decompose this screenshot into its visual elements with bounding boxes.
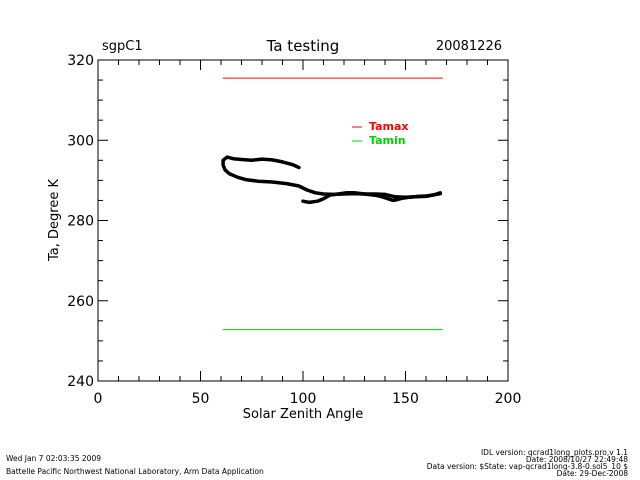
footer-data-date: Date: 29-Dec-2008 xyxy=(557,469,629,478)
footer-code-date: Date: 2008/10/27 22:49:48 xyxy=(526,455,628,464)
x-tick-label: 200 xyxy=(495,391,522,407)
legend-label-tamin: Tamin xyxy=(369,134,406,147)
x-tick-label: 100 xyxy=(290,391,317,407)
y-tick-label: 300 xyxy=(67,133,94,149)
y-tick-label: 320 xyxy=(67,53,94,69)
x-axis-label: Solar Zenith Angle xyxy=(243,407,363,422)
legend: Tamax Tamin xyxy=(352,120,409,147)
site-label: sgpC1 xyxy=(102,39,143,54)
axis-ticks xyxy=(97,59,509,382)
series-layer xyxy=(221,77,443,331)
x-tick-label: 150 xyxy=(392,391,419,407)
series-line-ta xyxy=(221,155,443,203)
footer-data-version: Data version: $State: vap-qcrad1long-3.8… xyxy=(427,462,629,471)
chart-title: Ta testing xyxy=(266,37,340,55)
x-tick-label: 50 xyxy=(192,391,210,407)
legend-label-tamax: Tamax xyxy=(369,120,409,133)
axis-tick-labels: 0 50 100 150 200 240 260 280 300 320 xyxy=(67,53,521,407)
x-tick-label: 0 xyxy=(94,391,103,407)
y-tick-label: 280 xyxy=(67,214,94,230)
footer-idl-version: IDL version: qcrad1long_plots.pro,v 1.1 xyxy=(481,448,628,457)
series-line-ta xyxy=(301,191,443,205)
footer-lab: Battelle Pacific Northwest National Labo… xyxy=(6,467,264,476)
y-axis-label: Ta, Degree K xyxy=(47,179,62,262)
plot-frame xyxy=(97,59,509,382)
y-tick-label: 260 xyxy=(67,294,94,310)
y-tick-label: 240 xyxy=(67,374,94,390)
date-label: 20081226 xyxy=(436,39,502,54)
footer-timestamp: Wed Jan 7 02:03:35 2009 xyxy=(6,454,101,463)
